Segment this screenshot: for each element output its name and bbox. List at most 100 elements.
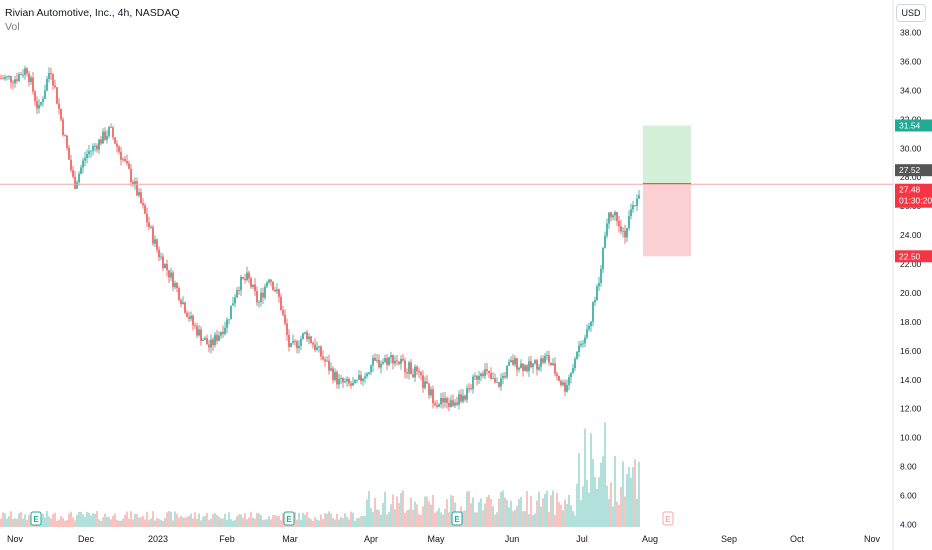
price-tick-label: 6.00 (900, 491, 917, 501)
candle (118, 145, 120, 155)
volume-bar (164, 517, 166, 527)
volume-bar (628, 467, 630, 527)
currency-button[interactable]: USD (896, 4, 926, 22)
volume-bar (240, 514, 242, 527)
candle (536, 358, 538, 376)
candle (2, 75, 4, 80)
candle (428, 382, 430, 400)
volume-bar (470, 503, 472, 527)
candle (30, 75, 32, 85)
candle (196, 322, 198, 339)
candle (34, 90, 36, 107)
candle (614, 210, 616, 221)
volume-bar (384, 491, 386, 527)
candle (102, 128, 104, 144)
volume-bar (536, 500, 538, 527)
volume-bar (612, 506, 614, 527)
volume-bar (268, 516, 270, 527)
candle (314, 338, 316, 353)
candle (66, 135, 68, 151)
candle (566, 379, 568, 393)
candle (212, 336, 214, 352)
volume-bar (368, 490, 370, 527)
candle (608, 212, 610, 229)
volume-bar (2, 512, 4, 527)
volume-bar (388, 512, 390, 527)
volume-bar (54, 512, 56, 527)
profit-zone[interactable] (643, 125, 691, 184)
volume-bar (134, 513, 136, 527)
volume-bar (56, 520, 58, 527)
volume-bar (474, 512, 476, 527)
candle (628, 210, 630, 231)
candle (574, 356, 576, 372)
volume-bar (344, 513, 346, 527)
volume-bar (588, 492, 590, 527)
volume-bar (138, 517, 140, 527)
candle (300, 335, 302, 351)
candle (468, 383, 470, 393)
volume-bar (572, 511, 574, 527)
loss-zone[interactable] (643, 183, 691, 257)
candle (14, 75, 16, 88)
volume-bar (112, 515, 114, 527)
earnings-event-icon[interactable]: E (30, 511, 42, 526)
volume-bar (106, 517, 108, 527)
price-tick-label: 38.00 (900, 28, 922, 38)
candle (48, 67, 50, 83)
volume-bar (374, 498, 376, 527)
volume-bar (408, 509, 410, 527)
candle (618, 216, 620, 233)
volume-bar (246, 519, 248, 527)
candle (178, 286, 180, 301)
candle (486, 362, 488, 375)
candle (82, 157, 84, 174)
volume-label[interactable]: Vol (5, 21, 20, 33)
time-axis[interactable]: Nov Dec 2023 Feb Mar Apr May Jun Jul Aug Sep Oct Nov (7, 534, 881, 544)
candle (414, 364, 416, 383)
price-tick-label: 4.00 (900, 520, 917, 530)
earnings-event-icon[interactable]: E (662, 511, 674, 526)
candle (356, 379, 358, 384)
candle (28, 70, 30, 87)
candle (160, 252, 162, 261)
candle (556, 371, 558, 381)
candle (86, 149, 88, 164)
candle (190, 311, 192, 322)
candle (584, 334, 586, 348)
candle (322, 350, 324, 361)
earnings-event-icon[interactable]: E (283, 511, 295, 526)
price-tick-label: 24.00 (900, 230, 922, 240)
volume-bar (624, 496, 626, 527)
volume-bar (396, 496, 398, 527)
volume-bar (218, 516, 220, 527)
price-axis[interactable]: 38.0036.0034.0032.0030.0028.0026.0024.00… (900, 28, 922, 530)
candle (410, 359, 412, 375)
candle (484, 363, 486, 380)
candle (374, 353, 376, 362)
volume-bar (538, 491, 540, 527)
time-tick-label: Nov (864, 534, 881, 544)
candle (110, 123, 112, 129)
candle (180, 298, 182, 308)
volume-bar (228, 512, 230, 527)
candle (344, 377, 346, 384)
candle (188, 311, 190, 322)
candle (144, 202, 146, 215)
symbol-title[interactable]: Rivian Automotive, Inc., 4h, NASDAQ (5, 7, 180, 19)
earnings-event-icon[interactable]: E (451, 511, 463, 526)
candle (140, 188, 142, 204)
candle (492, 372, 494, 380)
time-tick-label: 2023 (148, 534, 168, 544)
volume-bar (362, 516, 364, 527)
volume-bar (270, 519, 272, 527)
volume-bar (278, 515, 280, 527)
volume-bar (520, 497, 522, 527)
candle (198, 324, 200, 337)
volume-bar (578, 453, 580, 527)
candle (400, 355, 402, 370)
volume-bar (534, 513, 536, 527)
candle (348, 377, 350, 387)
